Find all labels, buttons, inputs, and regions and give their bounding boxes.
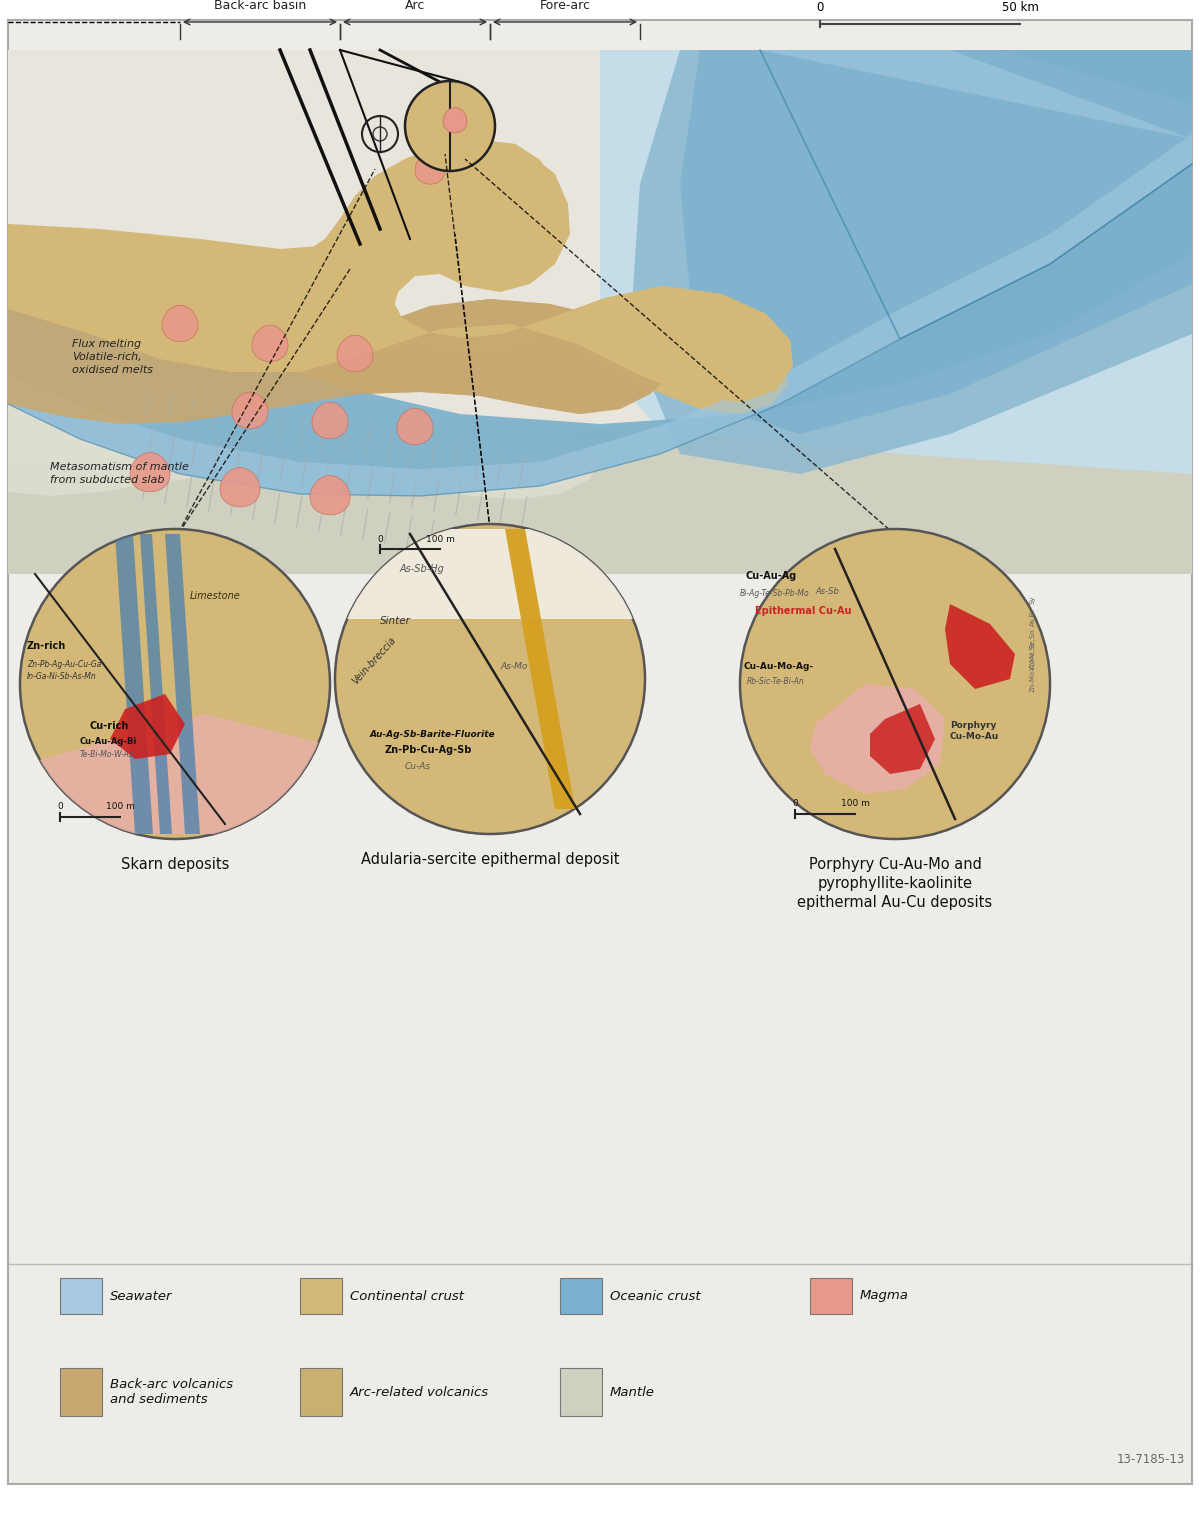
Bar [300,1368,342,1416]
Polygon shape [443,107,467,133]
Text: Limestone: Limestone [190,591,241,601]
Polygon shape [8,51,793,402]
Polygon shape [232,393,268,428]
Text: As,Bi: As,Bi [1030,609,1036,626]
Text: In-Ga-Ni-Sb-As-Mn: In-Ga-Ni-Sb-As-Mn [28,672,97,681]
Polygon shape [166,534,200,834]
Text: Cu-rich: Cu-rich [90,721,130,732]
Text: Cu-Au-Ag-Bi: Cu-Au-Ag-Bi [80,736,137,746]
Polygon shape [600,51,1192,574]
Text: Sy: Sy [1030,595,1036,604]
Text: 0: 0 [58,802,62,811]
Text: Te-Bi-Mo-W-As: Te-Bi-Mo-W-As [80,750,134,759]
Polygon shape [630,51,1192,474]
Text: Arc-related volcanics: Arc-related volcanics [350,1385,490,1399]
Polygon shape [8,264,670,423]
Text: Skarn deposits: Skarn deposits [121,858,229,871]
Bar [560,1368,602,1416]
Polygon shape [312,402,348,439]
Text: Epithermal Cu-Au: Epithermal Cu-Au [755,606,852,617]
Text: Sinter: Sinter [380,617,410,626]
Polygon shape [415,153,445,184]
FancyBboxPatch shape [8,51,1192,574]
Text: 0: 0 [377,535,383,545]
Polygon shape [337,336,373,371]
Text: Porphyry
Cu-Mo-Au: Porphyry Cu-Mo-Au [950,721,1000,741]
Circle shape [20,529,330,839]
Text: As-Sb: As-Sb [815,588,839,597]
Text: Oceanic crust: Oceanic crust [610,1290,701,1302]
Text: Cu-Au-Ag: Cu-Au-Ag [745,571,797,581]
Text: As-Mo: As-Mo [500,663,527,670]
Text: Fore-arc: Fore-arc [540,0,590,12]
Text: Flux melting
Volatile-rich,
oxidised melts: Flux melting Volatile-rich, oxidised mel… [72,339,154,376]
Text: Cu-Au-Mo-Ag-: Cu-Au-Mo-Ag- [743,663,814,670]
Text: Zn-rich: Zn-rich [28,641,66,650]
Text: Seawater: Seawater [110,1290,173,1302]
Text: As-Sb-Hg: As-Sb-Hg [400,565,445,574]
Text: Magma: Magma [860,1290,908,1302]
Polygon shape [946,604,1015,689]
Text: 13-7185-13: 13-7185-13 [1117,1453,1186,1467]
Text: Metasomatism of mantle
from subducted slab: Metasomatism of mantle from subducted sl… [50,462,188,485]
Polygon shape [505,529,575,808]
Polygon shape [340,529,640,620]
Text: Continental crust: Continental crust [350,1290,464,1302]
Text: Mantle: Mantle [610,1385,655,1399]
Bar [810,1278,852,1315]
Circle shape [740,529,1050,839]
Text: Bi-Ag-Te-Sb-Pb-Mo: Bi-Ag-Te-Sb-Pb-Mo [740,589,810,598]
Polygon shape [130,453,170,492]
Polygon shape [110,693,185,759]
Bar [60,1278,102,1315]
Text: Back-arc volcanics
and sediments: Back-arc volcanics and sediments [110,1378,233,1407]
Polygon shape [8,51,788,414]
Text: 0: 0 [816,2,823,14]
Text: Zn-Pb-Cu-Ag-Sb: Zn-Pb-Cu-Ag-Sb [385,746,473,755]
Text: Se,Sn: Se,Sn [1030,629,1036,647]
Text: Au-Ag-Sb-Barite-Fluorite: Au-Ag-Sb-Barite-Fluorite [370,730,496,739]
Text: Back-arc basin: Back-arc basin [214,0,306,12]
Text: Adularia-sercite epithermal deposit: Adularia-sercite epithermal deposit [361,851,619,867]
Bar [560,1278,602,1315]
Polygon shape [220,468,260,506]
Polygon shape [8,51,1192,495]
Text: Arc: Arc [404,0,425,12]
Polygon shape [8,264,670,423]
Polygon shape [810,684,946,795]
Polygon shape [8,430,1192,574]
Bar [300,1278,342,1315]
Text: W,Mo: W,Mo [1030,650,1036,670]
Polygon shape [252,325,288,362]
Polygon shape [870,704,935,775]
Text: Porphyry Cu-Au-Mo and
pyrophyllite-kaolinite
epithermal Au-Cu deposits: Porphyry Cu-Au-Mo and pyrophyllite-kaoli… [798,858,992,910]
Text: Rb-Sic-Te-Bi-An: Rb-Sic-Te-Bi-An [746,676,805,686]
Polygon shape [310,476,350,515]
FancyBboxPatch shape [8,20,1192,1483]
Polygon shape [140,534,172,834]
Bar [60,1368,102,1416]
Polygon shape [397,408,433,445]
Text: Cu-As: Cu-As [406,762,431,772]
Polygon shape [8,51,793,402]
Text: 100 m: 100 m [426,535,455,545]
Text: Zn-Mo-Cu-V,Sc: Zn-Mo-Cu-V,Sc [1030,641,1036,692]
Polygon shape [8,51,1192,495]
Text: Vein-breccia: Vein-breccia [350,635,397,686]
Polygon shape [8,403,600,499]
Text: 50 km: 50 km [1002,2,1038,14]
Circle shape [335,525,646,834]
Text: 100 m: 100 m [106,802,134,811]
Circle shape [406,81,496,170]
Polygon shape [162,305,198,342]
Polygon shape [680,51,1192,434]
Polygon shape [115,534,154,834]
Text: 100 m: 100 m [840,799,870,808]
Text: Zn-Pb-Ag-Au-Cu-Ga: Zn-Pb-Ag-Au-Cu-Ga [28,660,101,669]
Polygon shape [25,713,325,834]
Text: 0: 0 [792,799,798,808]
